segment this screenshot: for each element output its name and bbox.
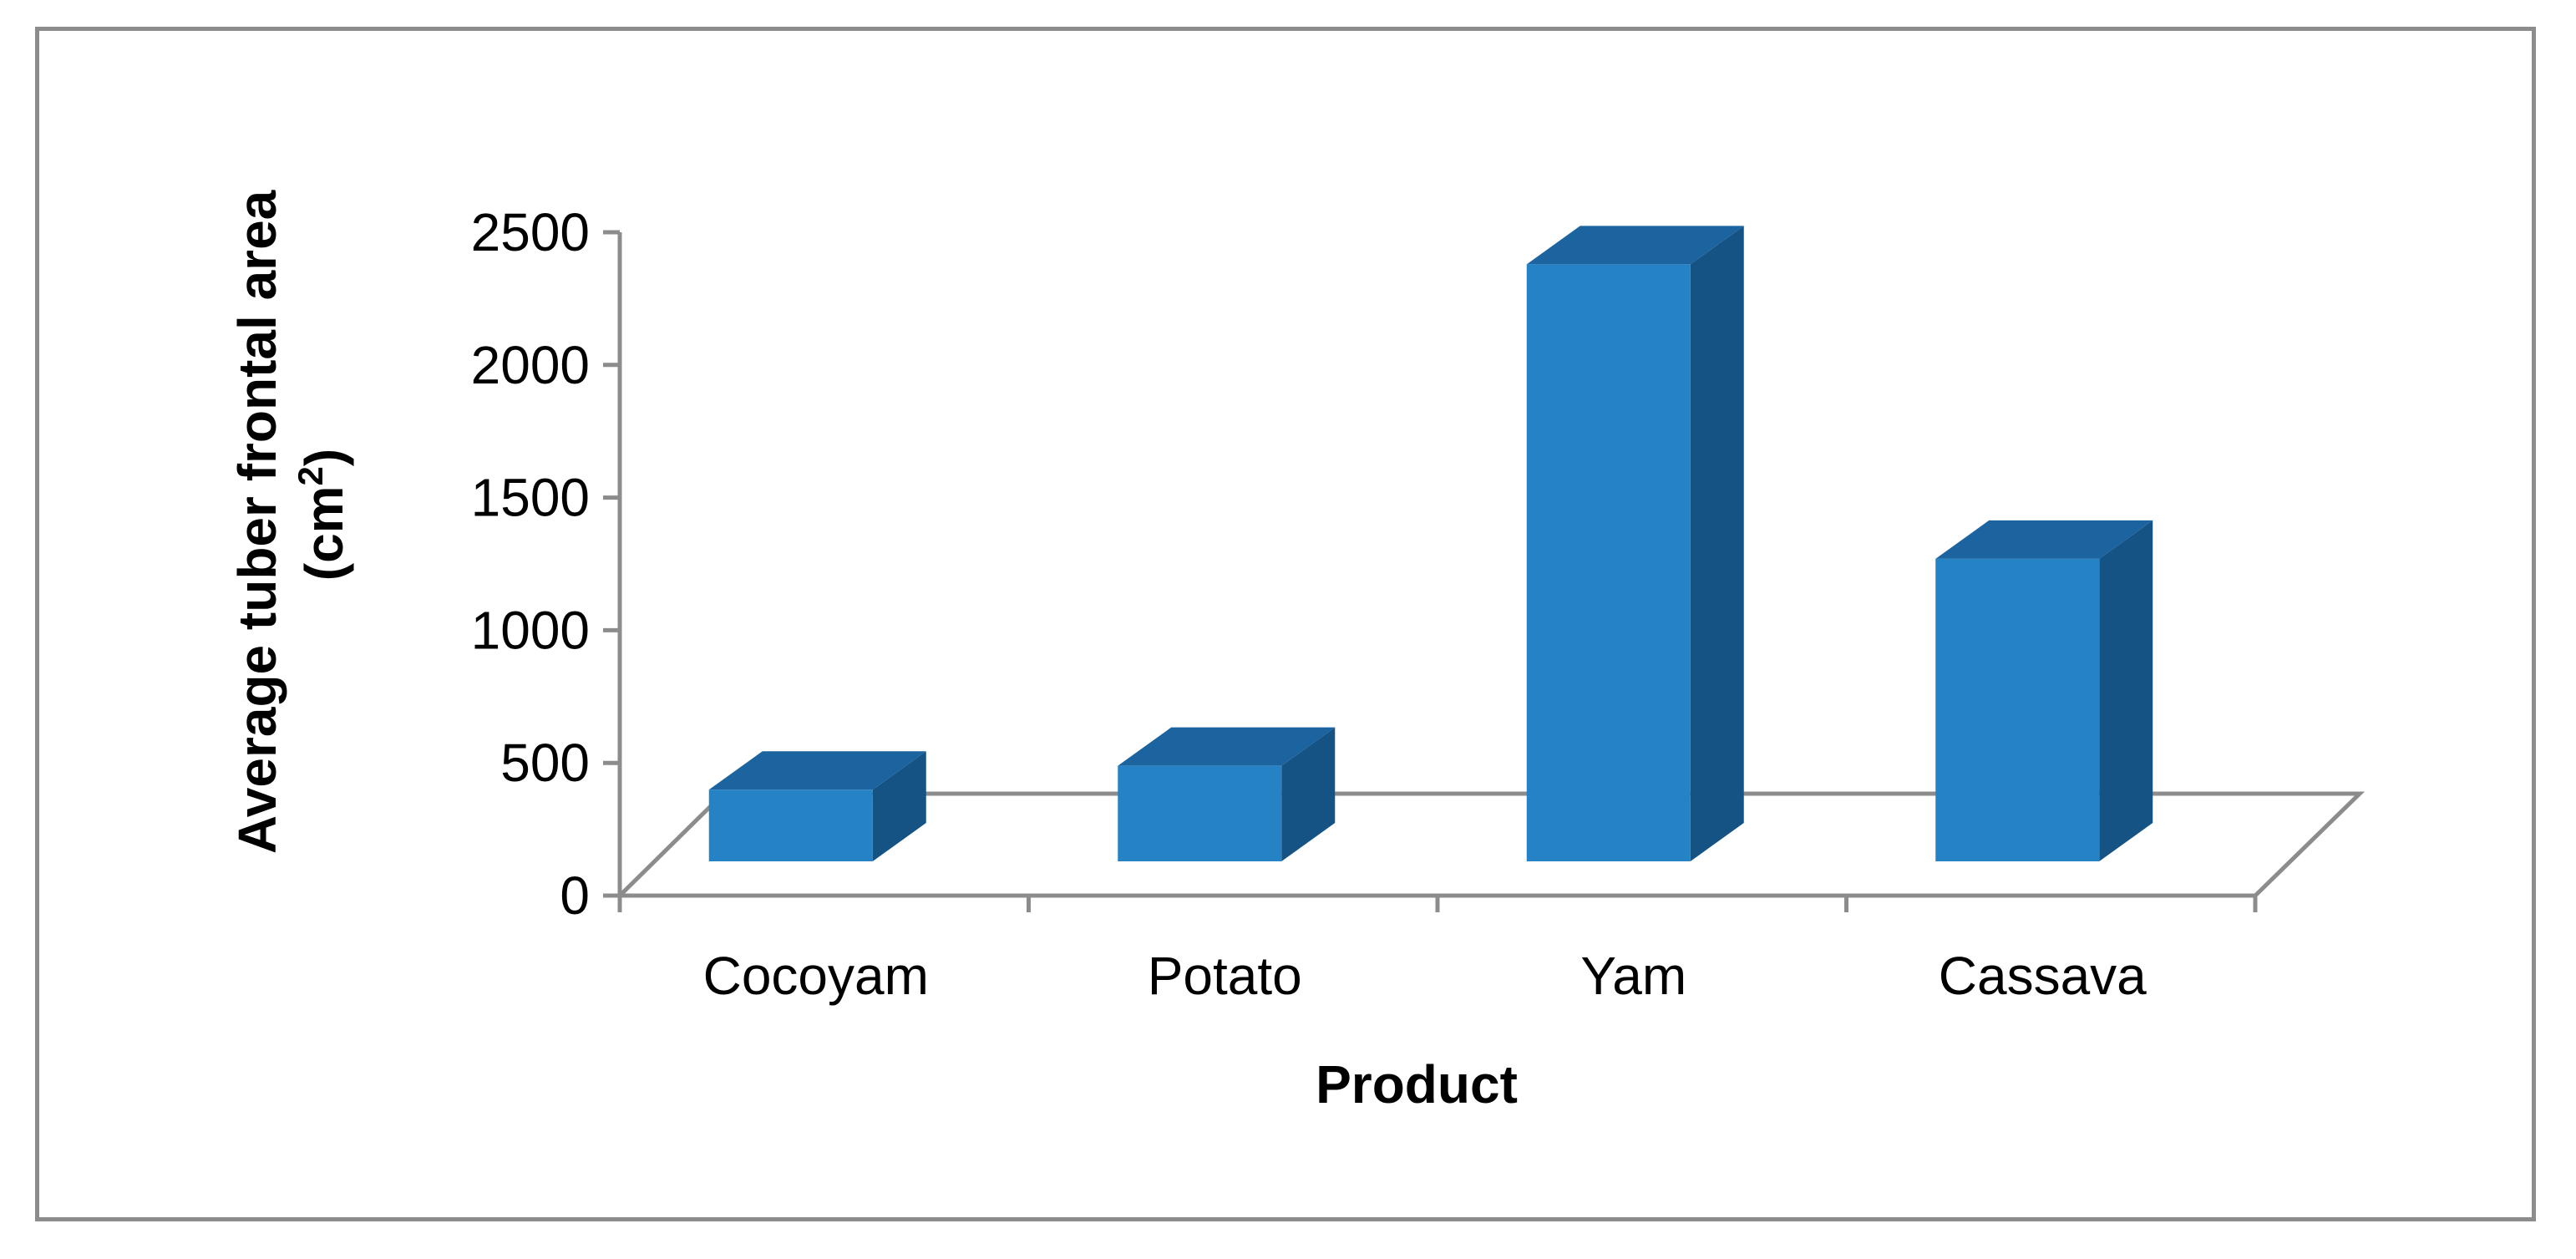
x-tick-label: Cocoyam: [703, 946, 929, 1006]
y-axis: [603, 230, 622, 898]
chart-frame: [35, 27, 2536, 1221]
bar-top: [1526, 226, 1744, 265]
bar-side: [1281, 727, 1336, 861]
y-tick-label: 0: [560, 866, 590, 926]
y-axis-title-superscript: 2: [291, 466, 330, 485]
y-axis-title: Average tuber frontal area (cm2): [227, 175, 354, 854]
bar-top: [1935, 520, 2153, 559]
x-tick-labels: Cocoyam Potato Yam Cassava: [703, 946, 2148, 1006]
bar-top: [1118, 727, 1336, 766]
bar: [1935, 520, 2153, 861]
y-tick-label: 500: [500, 733, 590, 793]
bar-front: [1526, 264, 1691, 861]
bar-side: [2099, 520, 2153, 861]
x-tick-label: Cassava: [1939, 946, 2147, 1006]
y-tick-label: 1500: [471, 468, 590, 528]
bar-top: [708, 751, 926, 790]
x-tick-label: Yam: [1580, 946, 1686, 1006]
y-tick-label: 1000: [471, 600, 590, 660]
bar: [1118, 727, 1336, 861]
bar-side: [1690, 226, 1744, 861]
y-tick-labels: 0 500 1000 1500 2000 2500: [471, 202, 590, 926]
bars: [708, 226, 2153, 861]
y-axis-title-line2: (cm2): [291, 449, 354, 581]
bar-front: [1935, 558, 2100, 861]
y-axis-title-line1: Average tuber frontal area: [227, 190, 287, 854]
bar: [708, 751, 926, 861]
y-axis-title-close: ): [294, 449, 354, 466]
x-axis-title: Product: [1316, 1054, 1518, 1114]
x-tick-label: Potato: [1148, 946, 1302, 1006]
bar-front: [708, 789, 873, 861]
y-axis-title-unit: (cm: [294, 485, 354, 581]
y-tick-label: 2500: [471, 202, 590, 262]
bar: [1526, 226, 1744, 861]
bar-front: [1118, 765, 1282, 861]
y-tick-label: 2000: [471, 335, 590, 395]
bar-side: [872, 751, 926, 861]
